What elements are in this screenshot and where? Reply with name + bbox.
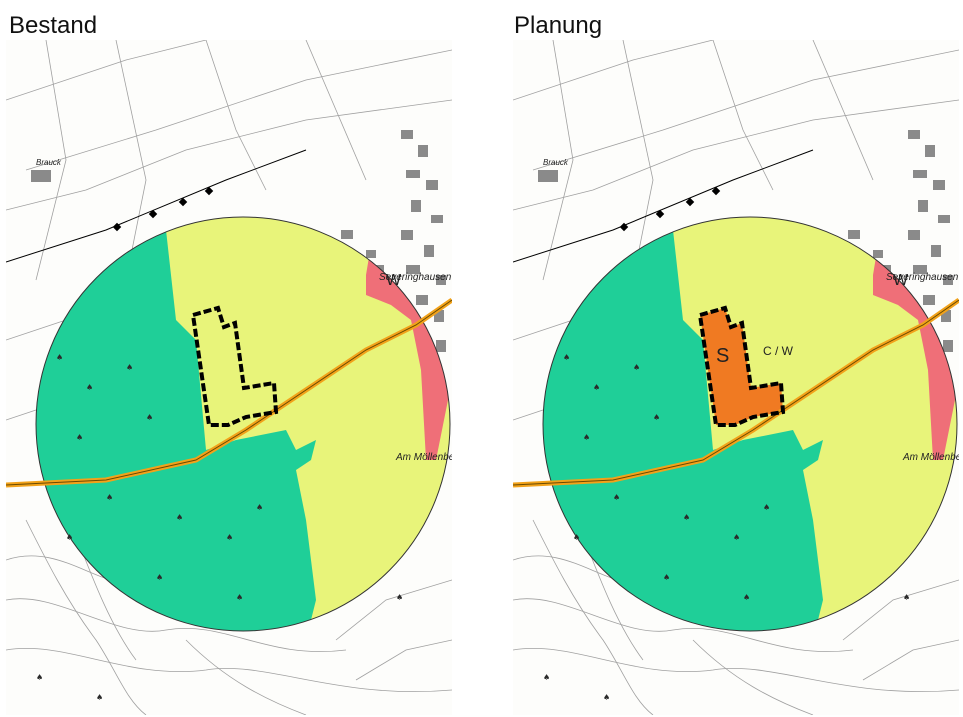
place-label-west: Brauck	[543, 158, 569, 167]
zones	[36, 217, 450, 631]
svg-text:♠: ♠	[743, 593, 750, 602]
svg-text:♠: ♠	[573, 533, 580, 542]
svg-text:♠: ♠	[236, 593, 243, 602]
place-label-west: Brauck	[36, 158, 62, 167]
place-label-north: Severinghausen	[379, 272, 452, 283]
place-label-east: Am Möllenberge	[395, 452, 452, 463]
map-svg-planung: ♠ ♠ ♠ ♠ ♠ ♠ ♠ ♠ ♠ ♠ ♠ ♠ ♠ ♠ ♠ Severinghausen Am Mö…	[513, 40, 959, 715]
svg-text:♠: ♠	[156, 573, 163, 582]
svg-text:♠: ♠	[66, 533, 73, 542]
svg-text:♠: ♠	[543, 673, 550, 682]
svg-text:♠: ♠	[96, 693, 103, 702]
pylons	[112, 186, 214, 232]
zone-letter-w: W	[386, 272, 402, 289]
svg-text:♠: ♠	[653, 413, 660, 422]
svg-text:♠: ♠	[36, 673, 43, 682]
zones	[543, 217, 957, 631]
power-line	[513, 149, 814, 263]
forest-zone	[36, 230, 316, 631]
panel-title-bestand: Bestand	[9, 12, 98, 39]
special-zone	[700, 308, 783, 425]
plan-letter-s: S	[716, 345, 729, 367]
power-line	[6, 149, 307, 263]
svg-text:♠: ♠	[603, 693, 610, 702]
svg-text:♠: ♠	[176, 513, 183, 522]
radius-circle	[35, 216, 451, 632]
plan-label-cw: C / W	[763, 344, 794, 358]
svg-text:♠: ♠	[763, 503, 770, 512]
svg-text:♠: ♠	[256, 503, 263, 512]
svg-text:♠: ♠	[613, 493, 620, 502]
radius-circle	[542, 216, 958, 632]
svg-text:♠: ♠	[396, 593, 403, 602]
svg-text:♠: ♠	[593, 383, 600, 392]
panel-title-planung: Planung	[514, 12, 603, 39]
map-planung: ♠ ♠ ♠ ♠ ♠ ♠ ♠ ♠ ♠ ♠ ♠ ♠ ♠ ♠ ♠ Severinghausen Am Mö…	[513, 40, 959, 715]
svg-text:♠: ♠	[903, 593, 910, 602]
svg-text:♠: ♠	[86, 383, 93, 392]
svg-text:♠: ♠	[663, 573, 670, 582]
svg-text:♠: ♠	[76, 433, 83, 442]
map-svg-bestand: ♠ ♠ ♠ ♠ ♠ ♠ ♠ ♠ ♠ ♠ ♠ ♠ ♠ ♠ ♠ Severinghausen Am Mö…	[6, 40, 452, 715]
place-label-north: Severinghausen	[886, 272, 959, 283]
svg-text:♠: ♠	[683, 513, 690, 522]
forest-zone	[543, 230, 823, 631]
tree-symbols: ♠ ♠ ♠ ♠ ♠ ♠ ♠ ♠ ♠ ♠ ♠ ♠ ♠ ♠ ♠	[543, 353, 910, 702]
map-bestand: ♠ ♠ ♠ ♠ ♠ ♠ ♠ ♠ ♠ ♠ ♠ ♠ ♠ ♠ ♠ Severinghausen Am Mö…	[6, 40, 452, 715]
zone-letter-w: W	[893, 272, 909, 289]
svg-text:♠: ♠	[633, 363, 640, 372]
svg-text:♠: ♠	[583, 433, 590, 442]
place-label-east: Am Möllenberge	[902, 452, 959, 463]
svg-text:♠: ♠	[56, 353, 63, 362]
tree-symbols: ♠ ♠ ♠ ♠ ♠ ♠ ♠ ♠ ♠ ♠ ♠ ♠ ♠ ♠ ♠	[36, 353, 403, 702]
svg-text:♠: ♠	[563, 353, 570, 362]
plan-boundary	[697, 305, 786, 427]
plan-boundary	[190, 305, 279, 427]
svg-text:♠: ♠	[733, 533, 740, 542]
svg-text:♠: ♠	[146, 413, 153, 422]
svg-text:♠: ♠	[126, 363, 133, 372]
topo-lines	[513, 40, 959, 715]
svg-text:♠: ♠	[106, 493, 113, 502]
svg-text:♠: ♠	[226, 533, 233, 542]
